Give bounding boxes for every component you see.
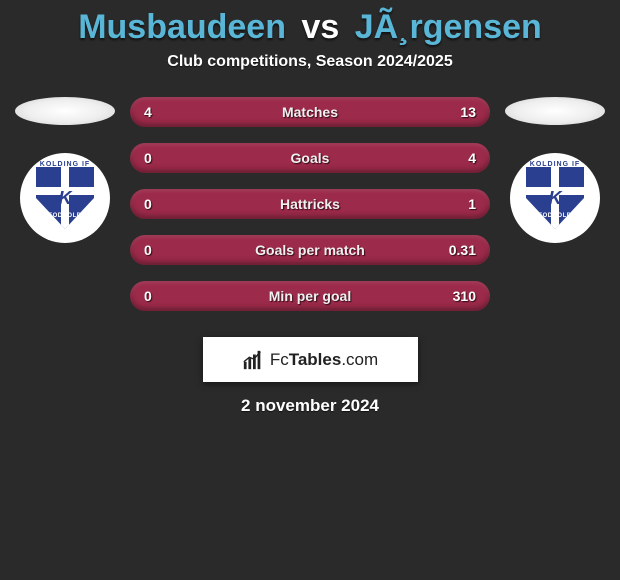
logo-main: Tables (289, 350, 342, 369)
logo-text: FcTables.com (270, 350, 378, 370)
club-shield-right: K (526, 167, 584, 229)
flag-oval-right (505, 97, 605, 125)
stat-right-value: 4 (428, 150, 476, 166)
club-letter-right: K (549, 188, 562, 209)
subtitle: Club competitions, Season 2024/2025 (0, 53, 620, 71)
page-title: Musbaudeen vs JÃ¸rgensen (0, 0, 620, 53)
logo-suffix: .com (341, 350, 378, 369)
site-logo: FcTables.com (203, 337, 418, 382)
stat-right-value: 0.31 (428, 242, 476, 258)
stat-left-value: 0 (144, 150, 192, 166)
club-ring-text-left: KOLDING IF (40, 161, 90, 168)
flag-oval-left (15, 97, 115, 125)
stat-row-matches: 4 Matches 13 (130, 97, 490, 127)
club-ring-text-right: KOLDING IF (530, 161, 580, 168)
stat-right-value: 13 (428, 104, 476, 120)
club-badge-right: KOLDING IF K FODBOLD (510, 153, 600, 243)
left-player-col: KOLDING IF K FODBOLD (10, 97, 120, 243)
player-a-name: Musbaudeen (78, 8, 286, 46)
stat-label: Min per goal (192, 288, 428, 304)
stat-left-value: 4 (144, 104, 192, 120)
stat-label: Goals per match (192, 242, 428, 258)
stat-row-hattricks: 0 Hattricks 1 (130, 189, 490, 219)
stat-row-goals-per-match: 0 Goals per match 0.31 (130, 235, 490, 265)
club-letter-left: K (59, 188, 72, 209)
stat-left-value: 0 (144, 196, 192, 212)
stat-row-goals: 0 Goals 4 (130, 143, 490, 173)
vs-word: vs (301, 8, 339, 46)
comparison-panel: KOLDING IF K FODBOLD 4 Matches 13 0 Goal… (0, 97, 620, 311)
club-shield-left: K (36, 167, 94, 229)
stat-label: Goals (192, 150, 428, 166)
stat-label: Matches (192, 104, 428, 120)
footer-date: 2 november 2024 (0, 396, 620, 416)
stat-left-value: 0 (144, 242, 192, 258)
club-bottom-left: FODBOLD (48, 213, 81, 219)
stat-row-min-per-goal: 0 Min per goal 310 (130, 281, 490, 311)
right-player-col: KOLDING IF K FODBOLD (500, 97, 610, 243)
club-bottom-right: FODBOLD (538, 213, 571, 219)
stat-left-value: 0 (144, 288, 192, 304)
chart-icon (242, 349, 264, 371)
stats-column: 4 Matches 13 0 Goals 4 0 Hattricks 1 0 G… (130, 97, 490, 311)
stat-right-value: 310 (428, 288, 476, 304)
stat-right-value: 1 (428, 196, 476, 212)
stat-label: Hattricks (192, 196, 428, 212)
logo-prefix: Fc (270, 350, 289, 369)
club-badge-left: KOLDING IF K FODBOLD (20, 153, 110, 243)
player-b-name: JÃ¸rgensen (355, 8, 542, 46)
